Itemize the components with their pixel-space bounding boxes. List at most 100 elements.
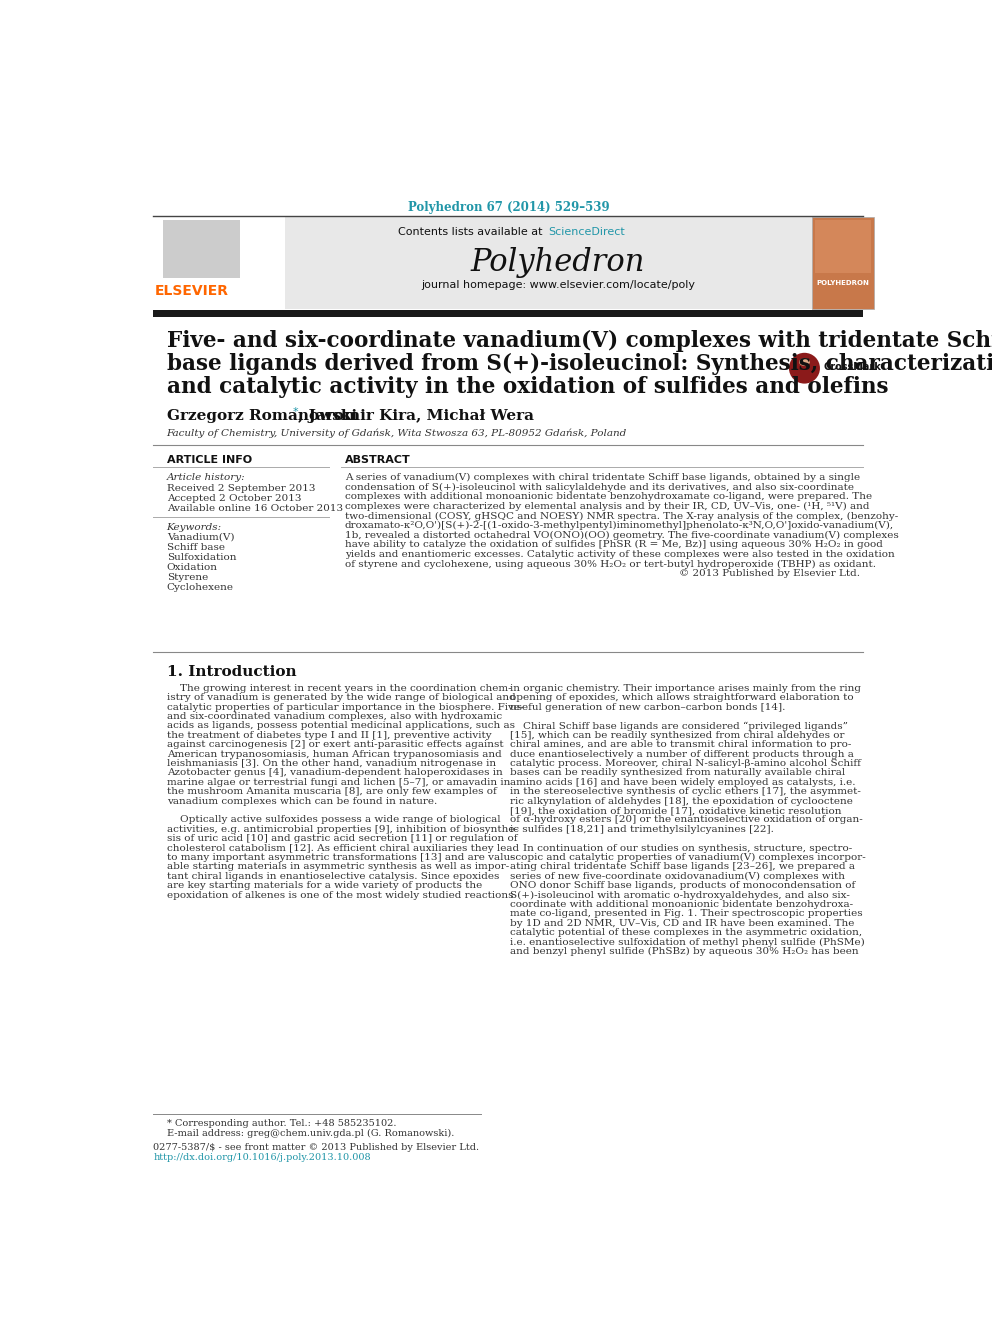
Text: Accepted 2 October 2013: Accepted 2 October 2013	[167, 493, 302, 503]
Text: 0277-5387/$ - see front matter © 2013 Published by Elsevier Ltd.: 0277-5387/$ - see front matter © 2013 Pu…	[154, 1143, 479, 1152]
Text: Available online 16 October 2013: Available online 16 October 2013	[167, 504, 343, 513]
Text: Vanadium(V): Vanadium(V)	[167, 533, 234, 542]
Text: Azotobacter genus [4], vanadium-dependent haloperoxidases in: Azotobacter genus [4], vanadium-dependen…	[167, 769, 502, 778]
Text: Schiff base: Schiff base	[167, 542, 224, 552]
Text: Cyclohexene: Cyclohexene	[167, 583, 234, 591]
Text: Oxidation: Oxidation	[167, 564, 217, 572]
Text: of styrene and cyclohexene, using aqueous 30% H₂O₂ or tert-butyl hydroperoxide (: of styrene and cyclohexene, using aqueou…	[345, 560, 876, 569]
Text: *: *	[293, 406, 299, 417]
Text: ABSTRACT: ABSTRACT	[345, 455, 411, 466]
Ellipse shape	[799, 359, 809, 366]
Text: and benzyl phenyl sulfide (PhSBz) by aqueous 30% H₂O₂ has been: and benzyl phenyl sulfide (PhSBz) by aqu…	[510, 947, 858, 957]
Text: scopic and catalytic properties of vanadium(V) complexes incorpor-: scopic and catalytic properties of vanad…	[510, 853, 866, 863]
Text: and catalytic activity in the oxidation of sulfides and olefins: and catalytic activity in the oxidation …	[167, 376, 888, 398]
Text: amino acids [16] and have been widely employed as catalysts, i.e.: amino acids [16] and have been widely em…	[510, 778, 855, 787]
Text: Five- and six-coordinate vanadium(V) complexes with tridentate Schiff: Five- and six-coordinate vanadium(V) com…	[167, 329, 992, 352]
Text: ric alkynylation of aldehydes [18], the epoxidation of cyclooctene: ric alkynylation of aldehydes [18], the …	[510, 796, 853, 806]
Text: In continuation of our studies on synthesis, structure, spectro-: In continuation of our studies on synthe…	[510, 844, 852, 852]
Text: in the stereoselective synthesis of cyclic ethers [17], the asymmet-: in the stereoselective synthesis of cycl…	[510, 787, 861, 796]
Text: istry of vanadium is generated by the wide range of biological and: istry of vanadium is generated by the wi…	[167, 693, 516, 703]
Text: sis of uric acid [10] and gastric acid secretion [11] or regulation of: sis of uric acid [10] and gastric acid s…	[167, 835, 517, 843]
Text: American trypanosomiasis, human African trypanosomiasis and: American trypanosomiasis, human African …	[167, 750, 501, 758]
Text: i.e. enantioselective sulfoxidation of methyl phenyl sulfide (PhSMe): i.e. enantioselective sulfoxidation of m…	[510, 938, 865, 947]
Text: leishmaniasis [3]. On the other hand, vanadium nitrogenase in: leishmaniasis [3]. On the other hand, va…	[167, 759, 496, 769]
Bar	[163, 221, 240, 278]
Text: , Jaromir Kira, Michał Wera: , Jaromir Kira, Michał Wera	[299, 409, 535, 423]
Text: complexes were characterized by elemental analysis and by their IR, CD, UV–Vis, : complexes were characterized by elementa…	[345, 501, 869, 511]
Text: S(+)-isoleucinol with aromatic o-hydroxyaldehydes, and also six-: S(+)-isoleucinol with aromatic o-hydroxy…	[510, 890, 850, 900]
Text: epoxidation of alkenes is one of the most widely studied reactions: epoxidation of alkenes is one of the mos…	[167, 890, 513, 900]
Text: Received 2 September 2013: Received 2 September 2013	[167, 484, 315, 492]
Text: chiral amines, and are able to transmit chiral information to pro-: chiral amines, and are able to transmit …	[510, 741, 851, 749]
Text: catalytic potential of these complexes in the asymmetric oxidation,: catalytic potential of these complexes i…	[510, 929, 862, 937]
Text: two-dimensional (COSY, gHSQC and NOESY) NMR spectra. The X-ray analysis of the c: two-dimensional (COSY, gHSQC and NOESY) …	[345, 512, 898, 520]
Text: to many important asymmetric transformations [13] and are valu-: to many important asymmetric transformat…	[167, 853, 513, 863]
Text: base ligands derived from S(+)-isoleucinol: Synthesis, characterization: base ligands derived from S(+)-isoleucin…	[167, 353, 992, 374]
Text: Faculty of Chemistry, University of Gdańsk, Wita Stwosza 63, PL-80952 Gdańsk, Po: Faculty of Chemistry, University of Gdań…	[167, 429, 627, 438]
Text: Sulfoxidation: Sulfoxidation	[167, 553, 236, 562]
Text: Contents lists available at: Contents lists available at	[399, 226, 547, 237]
Text: The growing interest in recent years in the coordination chem-: The growing interest in recent years in …	[167, 684, 511, 693]
Text: CrossMark: CrossMark	[823, 361, 881, 372]
Text: © 2013 Published by Elsevier Ltd.: © 2013 Published by Elsevier Ltd.	[680, 569, 860, 578]
Text: coordinate with additional monoanionic bidentate benzohydroxa-: coordinate with additional monoanionic b…	[510, 900, 853, 909]
Text: series of new five-coordinate oxidovanadium(V) complexes with: series of new five-coordinate oxidovanad…	[510, 872, 845, 881]
Text: Article history:: Article history:	[167, 472, 245, 482]
Text: by 1D and 2D NMR, UV–Vis, CD and IR have been examined. The: by 1D and 2D NMR, UV–Vis, CD and IR have…	[510, 918, 854, 927]
Text: cholesterol catabolism [12]. As efficient chiral auxiliaries they lead: cholesterol catabolism [12]. As efficien…	[167, 844, 519, 852]
Bar	[154, 217, 863, 308]
Text: duce enantioselectively a number of different products through a: duce enantioselectively a number of diff…	[510, 750, 854, 758]
Text: E-mail address: greg@chem.univ.gda.pl (G. Romanowski).: E-mail address: greg@chem.univ.gda.pl (G…	[167, 1129, 454, 1138]
Text: [15], which can be readily synthesized from chiral aldehydes or: [15], which can be readily synthesized f…	[510, 730, 844, 740]
Bar	[154, 310, 863, 316]
Text: useful generation of new carbon–carbon bonds [14].: useful generation of new carbon–carbon b…	[510, 703, 786, 712]
Text: Grzegorz Romanowski: Grzegorz Romanowski	[167, 409, 357, 423]
Text: mate co-ligand, presented in Fig. 1. Their spectroscopic properties: mate co-ligand, presented in Fig. 1. The…	[510, 909, 863, 918]
Text: condensation of S(+)-isoleucinol with salicylaldehyde and its derivatives, and a: condensation of S(+)-isoleucinol with sa…	[345, 483, 854, 492]
Text: marine algae or terrestrial fungi and lichen [5–7], or amavadin in: marine algae or terrestrial fungi and li…	[167, 778, 510, 787]
Text: A series of vanadium(V) complexes with chiral tridentate Schiff base ligands, ob: A series of vanadium(V) complexes with c…	[345, 472, 860, 482]
Text: Styrene: Styrene	[167, 573, 208, 582]
Text: and six-coordinated vanadium complexes, also with hydroxamic: and six-coordinated vanadium complexes, …	[167, 712, 502, 721]
Text: yields and enantiomeric excesses. Catalytic activity of these complexes were als: yields and enantiomeric excesses. Cataly…	[345, 550, 895, 558]
Text: 1. Introduction: 1. Introduction	[167, 664, 297, 679]
Bar	[154, 217, 286, 308]
Text: of α-hydroxy esters [20] or the enantioselective oxidation of organ-: of α-hydroxy esters [20] or the enantios…	[510, 815, 863, 824]
Text: Keywords:: Keywords:	[167, 523, 222, 532]
Text: bases can be readily synthesized from naturally available chiral: bases can be readily synthesized from na…	[510, 769, 845, 778]
Text: ating chiral tridentate Schiff base ligands [23–26], we prepared a: ating chiral tridentate Schiff base liga…	[510, 863, 855, 872]
Text: Polyhedron: Polyhedron	[471, 247, 645, 278]
Text: ScienceDirect: ScienceDirect	[548, 226, 625, 237]
Text: the treatment of diabetes type I and II [1], preventive activity: the treatment of diabetes type I and II …	[167, 730, 491, 740]
Text: * Corresponding author. Tel.: +48 585235102.: * Corresponding author. Tel.: +48 585235…	[167, 1119, 396, 1129]
Text: are key starting materials for a wide variety of products the: are key starting materials for a wide va…	[167, 881, 482, 890]
Text: in organic chemistry. Their importance arises mainly from the ring: in organic chemistry. Their importance a…	[510, 684, 861, 693]
Text: Optically active sulfoxides possess a wide range of biological: Optically active sulfoxides possess a wi…	[167, 815, 500, 824]
Text: [19], the oxidation of bromide [17], oxidative kinetic resolution: [19], the oxidation of bromide [17], oxi…	[510, 806, 841, 815]
Circle shape	[789, 353, 820, 384]
Text: vanadium complexes which can be found in nature.: vanadium complexes which can be found in…	[167, 796, 436, 806]
Text: acids as ligands, possess potential medicinal applications, such as: acids as ligands, possess potential medi…	[167, 721, 515, 730]
Text: ELSEVIER: ELSEVIER	[155, 284, 229, 298]
Text: Polyhedron 67 (2014) 529–539: Polyhedron 67 (2014) 529–539	[408, 201, 609, 214]
Text: against carcinogenesis [2] or exert anti-parasitic effects against: against carcinogenesis [2] or exert anti…	[167, 741, 503, 749]
Text: 1b, revealed a distorted octahedral VO(ONO)(OO) geometry. The five-coordinate va: 1b, revealed a distorted octahedral VO(O…	[345, 531, 899, 540]
Text: journal homepage: www.elsevier.com/locate/poly: journal homepage: www.elsevier.com/locat…	[421, 280, 695, 291]
Bar	[815, 220, 871, 274]
Text: droxamato-κ²O,O')[S(+)-2-[(1-oxido-3-methylpentyl)iminomethyl]phenolato-κ³N,O,O': droxamato-κ²O,O')[S(+)-2-[(1-oxido-3-met…	[345, 521, 894, 531]
Text: ARTICLE INFO: ARTICLE INFO	[167, 455, 252, 466]
Bar	[812, 217, 874, 308]
Text: activities, e.g. antimicrobial properties [9], inhibition of biosynthe-: activities, e.g. antimicrobial propertie…	[167, 824, 518, 833]
Text: Chiral Schiff base ligands are considered “privileged ligands”: Chiral Schiff base ligands are considere…	[510, 721, 848, 730]
Text: catalytic properties of particular importance in the biosphere. Five-: catalytic properties of particular impor…	[167, 703, 523, 712]
Text: http://dx.doi.org/10.1016/j.poly.2013.10.008: http://dx.doi.org/10.1016/j.poly.2013.10…	[154, 1152, 371, 1162]
Text: POLYHEDRON: POLYHEDRON	[816, 280, 870, 286]
Text: have ability to catalyze the oxidation of sulfides [PhSR (R = Me, Bz)] using aqu: have ability to catalyze the oxidation o…	[345, 540, 883, 549]
Text: catalytic process. Moreover, chiral N-salicyl-β-amino alcohol Schiff: catalytic process. Moreover, chiral N-sa…	[510, 759, 861, 769]
Text: opening of epoxides, which allows straightforward elaboration to: opening of epoxides, which allows straig…	[510, 693, 853, 703]
Text: able starting materials in asymmetric synthesis as well as impor-: able starting materials in asymmetric sy…	[167, 863, 509, 872]
Text: ic sulfides [18,21] and trimethylsilylcyanines [22].: ic sulfides [18,21] and trimethylsilylcy…	[510, 824, 774, 833]
Text: the mushroom Amanita muscaria [8], are only few examples of: the mushroom Amanita muscaria [8], are o…	[167, 787, 496, 796]
Text: complexes with additional monoanionic bidentate benzohydroxamate co-ligand, were: complexes with additional monoanionic bi…	[345, 492, 872, 501]
Text: tant chiral ligands in enantioselective catalysis. Since epoxides: tant chiral ligands in enantioselective …	[167, 872, 499, 881]
